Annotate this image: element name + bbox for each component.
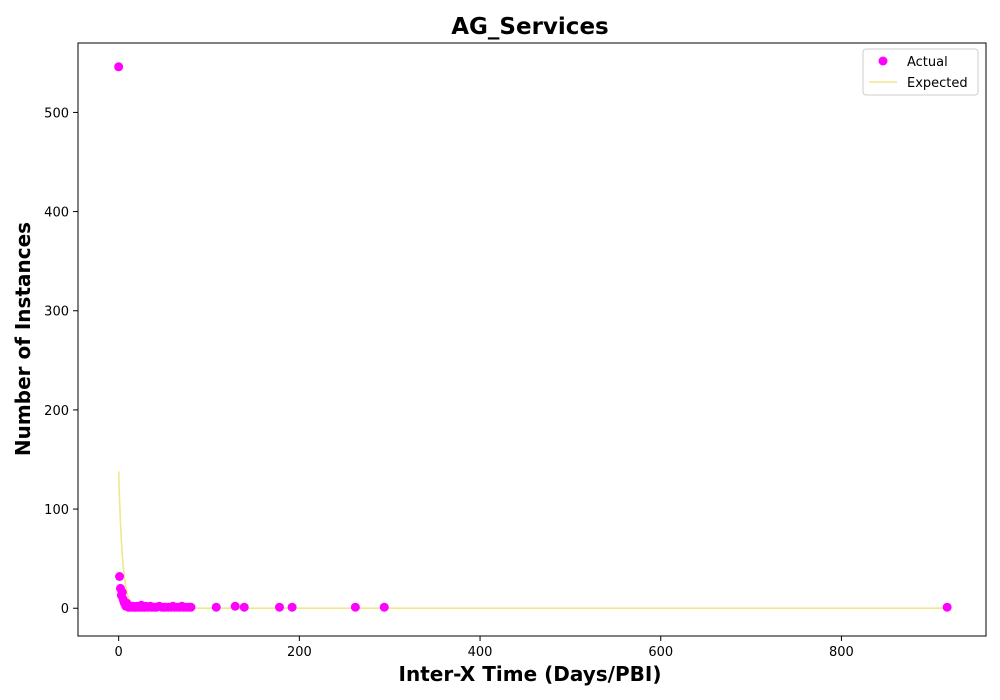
y-axis-ticks: 0 100 200 300 400 500	[44, 106, 78, 617]
y-tick-label: 100	[44, 503, 69, 518]
actual-point	[211, 602, 221, 612]
x-tick-label: 400	[468, 645, 493, 660]
y-tick-label: 200	[44, 404, 69, 419]
chart-title: AG_Services	[451, 14, 609, 40]
y-tick-label: 500	[44, 106, 69, 121]
actual-point	[287, 602, 297, 612]
actual-point	[239, 602, 249, 612]
actual-series	[114, 62, 952, 612]
x-tick-label: 800	[829, 645, 854, 660]
legend-frame	[862, 48, 979, 96]
legend-actual-label: Actual	[907, 55, 948, 70]
actual-point	[114, 62, 124, 72]
legend: Actual Expected	[862, 48, 979, 96]
legend-expected-label: Expected	[907, 76, 968, 91]
x-axis-ticks: 0 200 400 600 800	[115, 636, 854, 660]
actual-point	[115, 572, 125, 582]
actual-point	[379, 602, 389, 612]
x-tick-label: 600	[648, 645, 673, 660]
y-tick-label: 300	[44, 305, 69, 320]
x-tick-label: 0	[115, 645, 123, 660]
y-tick-label: 400	[44, 206, 69, 221]
x-tick-label: 200	[287, 645, 312, 660]
actual-point	[230, 601, 240, 611]
actual-point	[942, 602, 952, 612]
y-tick-label: 0	[61, 602, 69, 617]
y-axis-title: Number of Instances	[11, 222, 35, 456]
plot-marks	[114, 62, 952, 612]
plot-area-frame	[77, 42, 987, 637]
x-axis-title: Inter-X Time (Days/PBI)	[399, 662, 662, 686]
legend-actual-marker	[878, 56, 888, 66]
actual-point	[350, 602, 360, 612]
actual-point	[117, 587, 127, 597]
actual-point	[274, 602, 284, 612]
actual-point	[186, 602, 196, 612]
